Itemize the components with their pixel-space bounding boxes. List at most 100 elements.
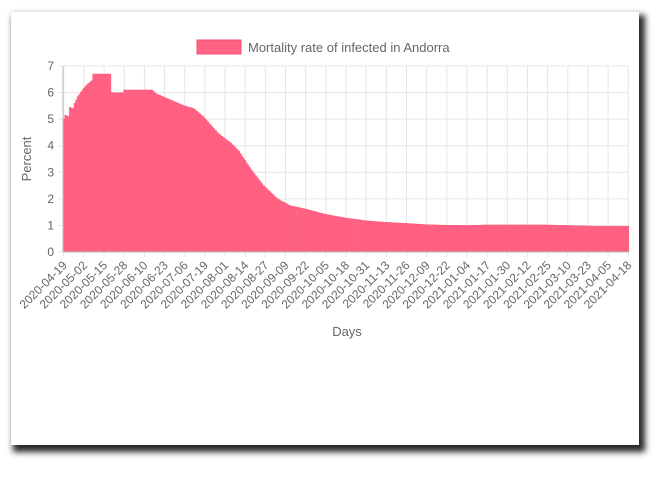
bar[interactable] bbox=[165, 97, 167, 253]
bar[interactable] bbox=[470, 225, 473, 253]
bar[interactable] bbox=[475, 225, 478, 253]
bar[interactable] bbox=[596, 225, 599, 253]
bar[interactable] bbox=[315, 211, 318, 253]
bar[interactable] bbox=[228, 141, 231, 253]
bar[interactable] bbox=[297, 207, 299, 253]
bar[interactable] bbox=[78, 94, 81, 253]
bar[interactable] bbox=[556, 224, 558, 253]
bar[interactable] bbox=[517, 224, 519, 253]
bar[interactable] bbox=[219, 134, 222, 253]
bar[interactable] bbox=[281, 201, 284, 253]
bar[interactable] bbox=[151, 89, 154, 253]
bar[interactable] bbox=[514, 224, 516, 253]
bar[interactable] bbox=[204, 118, 206, 253]
bar[interactable] bbox=[162, 96, 164, 253]
bar[interactable] bbox=[408, 223, 411, 253]
bar[interactable] bbox=[407, 223, 409, 253]
bar[interactable] bbox=[587, 225, 589, 253]
bar[interactable] bbox=[176, 102, 178, 253]
bar[interactable] bbox=[306, 209, 309, 253]
bar[interactable] bbox=[115, 92, 118, 253]
bar[interactable] bbox=[552, 224, 555, 253]
bar[interactable] bbox=[363, 220, 366, 253]
bar[interactable] bbox=[396, 222, 399, 253]
bar[interactable] bbox=[89, 81, 91, 253]
bar[interactable] bbox=[171, 100, 174, 253]
bar[interactable] bbox=[543, 224, 546, 253]
bar[interactable] bbox=[208, 123, 211, 253]
bar[interactable] bbox=[549, 224, 552, 253]
bar[interactable] bbox=[418, 223, 420, 253]
bar[interactable] bbox=[109, 73, 112, 253]
bar[interactable] bbox=[238, 150, 240, 253]
bar[interactable] bbox=[618, 226, 620, 253]
bar[interactable] bbox=[303, 208, 305, 253]
bar[interactable] bbox=[300, 207, 302, 253]
bar[interactable] bbox=[314, 211, 316, 253]
bar[interactable] bbox=[472, 225, 475, 253]
bar[interactable] bbox=[202, 116, 205, 253]
bar[interactable] bbox=[563, 225, 566, 253]
bar[interactable] bbox=[601, 225, 603, 253]
bar[interactable] bbox=[312, 210, 315, 253]
bar[interactable] bbox=[478, 224, 481, 253]
bar[interactable] bbox=[616, 226, 619, 253]
bar[interactable] bbox=[511, 224, 513, 253]
bar[interactable] bbox=[185, 106, 188, 253]
bar[interactable] bbox=[298, 207, 301, 253]
bar[interactable] bbox=[494, 224, 496, 253]
bar[interactable] bbox=[602, 226, 605, 253]
bar[interactable] bbox=[335, 216, 338, 253]
bar[interactable] bbox=[270, 192, 273, 253]
bar[interactable] bbox=[497, 224, 499, 253]
bar[interactable] bbox=[588, 225, 591, 253]
bar[interactable] bbox=[152, 91, 155, 253]
bar[interactable] bbox=[464, 225, 467, 253]
bar[interactable] bbox=[431, 224, 434, 253]
bar[interactable] bbox=[444, 224, 447, 253]
bar[interactable] bbox=[473, 225, 476, 253]
bar[interactable] bbox=[542, 224, 544, 253]
bar[interactable] bbox=[231, 144, 234, 253]
bar[interactable] bbox=[210, 124, 212, 253]
bar[interactable] bbox=[535, 224, 538, 253]
bar[interactable] bbox=[217, 133, 220, 253]
bar[interactable] bbox=[278, 199, 281, 253]
bar[interactable] bbox=[356, 219, 358, 253]
bar[interactable] bbox=[211, 126, 214, 253]
bar[interactable] bbox=[323, 213, 326, 253]
bar[interactable] bbox=[70, 107, 73, 253]
bar[interactable] bbox=[253, 173, 256, 253]
bar[interactable] bbox=[293, 206, 296, 253]
bar[interactable] bbox=[86, 84, 88, 253]
bar[interactable] bbox=[394, 222, 397, 253]
bar[interactable] bbox=[207, 121, 209, 253]
bar[interactable] bbox=[380, 221, 383, 253]
bar[interactable] bbox=[174, 101, 177, 253]
bar[interactable] bbox=[348, 218, 350, 253]
bar[interactable] bbox=[324, 214, 327, 253]
bar[interactable] bbox=[368, 220, 371, 253]
bar[interactable] bbox=[331, 215, 333, 253]
bar[interactable] bbox=[67, 116, 70, 253]
bar[interactable] bbox=[610, 226, 613, 253]
bar[interactable] bbox=[416, 223, 419, 253]
bar[interactable] bbox=[328, 214, 330, 253]
bar[interactable] bbox=[624, 226, 626, 253]
bar[interactable] bbox=[179, 103, 181, 253]
bar[interactable] bbox=[256, 177, 259, 253]
bar[interactable] bbox=[525, 224, 527, 253]
bar[interactable] bbox=[456, 225, 459, 253]
bar[interactable] bbox=[230, 142, 233, 253]
bar[interactable] bbox=[318, 212, 321, 253]
bar[interactable] bbox=[503, 224, 506, 253]
bar[interactable] bbox=[311, 210, 313, 253]
bar[interactable] bbox=[239, 153, 242, 253]
bar[interactable] bbox=[190, 107, 192, 253]
bar[interactable] bbox=[343, 217, 346, 253]
bar[interactable] bbox=[199, 113, 202, 253]
bar[interactable] bbox=[436, 224, 439, 253]
bar[interactable] bbox=[571, 225, 574, 253]
bar[interactable] bbox=[197, 112, 200, 253]
bar[interactable] bbox=[131, 89, 133, 253]
